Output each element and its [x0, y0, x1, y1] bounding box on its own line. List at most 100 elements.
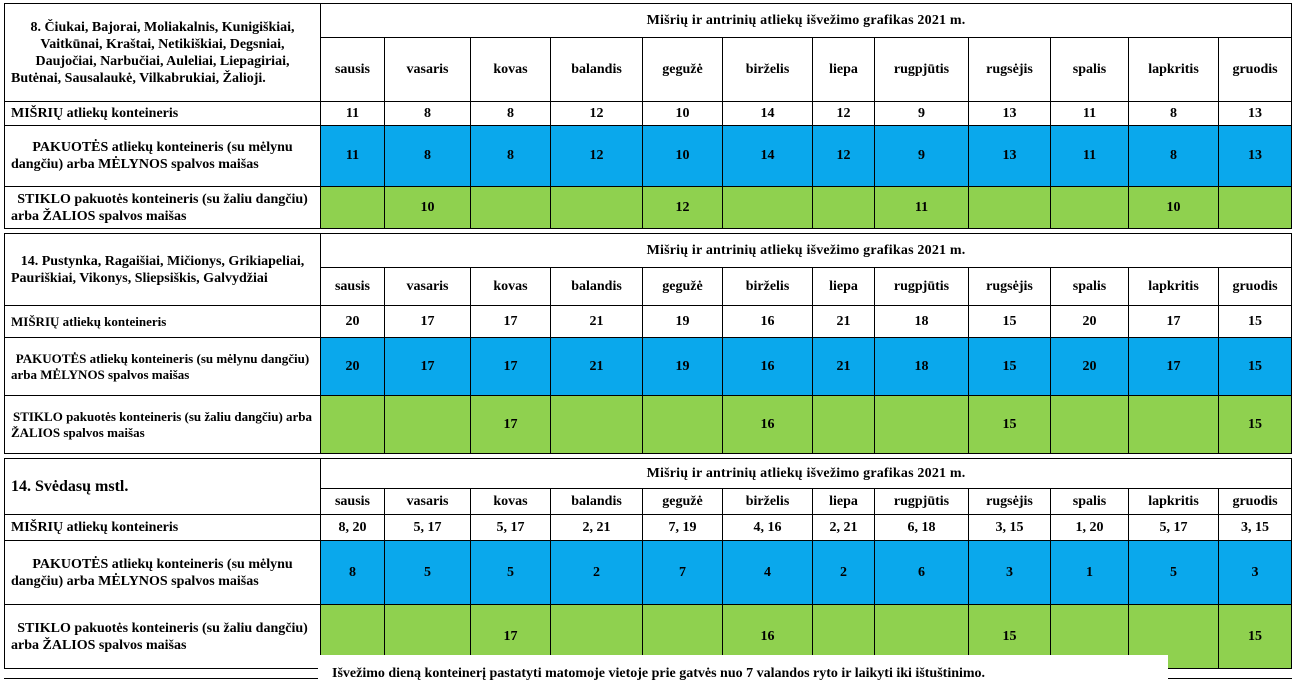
date-cell: 16 [722, 395, 813, 454]
date-cell: 3 [1217, 540, 1293, 605]
date-cell: 13 [1217, 125, 1293, 187]
month-header: rugpjūtis [874, 37, 969, 102]
month-header: gruodis [1217, 37, 1293, 102]
month-header: kovas [470, 267, 551, 306]
date-cell [1050, 395, 1129, 454]
mixed-row: MIŠRIŲ atliekų konteineris 20 17 17 21 1… [4, 305, 1293, 338]
date-cell: 10 [1128, 186, 1219, 229]
month-header: birželis [722, 267, 813, 306]
date-cell: 11 [874, 186, 969, 229]
date-cell: 6 [874, 540, 969, 605]
date-cell: 17 [470, 395, 551, 454]
date-cell: 4 [722, 540, 813, 605]
month-header: kovas [470, 488, 551, 515]
date-cell: 18 [874, 337, 969, 396]
month-header: vasaris [384, 37, 471, 102]
date-cell: 7, 19 [642, 514, 723, 541]
date-cell: 10 [642, 101, 723, 126]
month-header: gruodis [1217, 267, 1293, 306]
date-cell: 10 [642, 125, 723, 187]
date-cell [384, 395, 471, 454]
date-cell: 3, 15 [968, 514, 1051, 541]
date-cell [812, 186, 875, 229]
month-header: liepa [812, 267, 875, 306]
date-cell: 1, 20 [1050, 514, 1129, 541]
month-header: liepa [812, 37, 875, 102]
date-cell: 17 [470, 337, 551, 396]
schedule-title: Mišrių ir antrinių atliekų išvežimo graf… [319, 3, 1293, 38]
date-cell [642, 395, 723, 454]
date-cell: 12 [550, 101, 643, 126]
schedule-table-3: 14. Svėdasų mstl. Mišrių ir antrinių atl… [4, 458, 1293, 669]
date-cell: 17 [1128, 337, 1219, 396]
row-label: MIŠRIŲ atliekų konteineris [4, 101, 321, 126]
date-cell: 16 [722, 337, 813, 396]
month-header: rugpjūtis [874, 267, 969, 306]
date-cell: 20 [320, 337, 385, 396]
area-label: 14. Svėdasų mstl. [4, 458, 321, 515]
date-cell [470, 186, 551, 229]
date-cell [722, 186, 813, 229]
row-label: MIŠRIŲ atliekų konteineris [4, 305, 321, 338]
month-header: lapkritis [1128, 488, 1219, 515]
date-cell: 11 [1050, 101, 1129, 126]
date-cell: 11 [1050, 125, 1129, 187]
row-label: PAKUOTĖS atliekų konteineris (su mėlynu … [4, 125, 321, 187]
date-cell: 7 [642, 540, 723, 605]
date-cell: 12 [812, 101, 875, 126]
date-cell: 4, 16 [722, 514, 813, 541]
row-label: PAKUOTĖS atliekų konteineris (su mėlynu … [4, 540, 321, 605]
date-cell: 9 [874, 125, 969, 187]
date-cell: 20 [1050, 337, 1129, 396]
date-cell: 5 [470, 540, 551, 605]
date-cell: 15 [1217, 604, 1293, 669]
month-header: lapkritis [1128, 37, 1219, 102]
date-cell [874, 395, 969, 454]
month-header: birželis [722, 37, 813, 102]
row-label: STIKLO pakuotės konteineris (su žaliu da… [4, 395, 321, 454]
date-cell: 19 [642, 337, 723, 396]
date-cell: 5 [384, 540, 471, 605]
date-cell: 13 [968, 125, 1051, 187]
month-header: spalis [1050, 267, 1129, 306]
date-cell: 15 [1217, 305, 1293, 338]
date-cell: 20 [320, 305, 385, 338]
area-label: 8. Čiukai, Bajorai, Moliakalnis, Kunigiš… [4, 3, 321, 102]
date-cell: 15 [1217, 337, 1293, 396]
date-cell: 17 [470, 305, 551, 338]
date-cell [550, 186, 643, 229]
date-cell: 8 [470, 101, 551, 126]
month-header: vasaris [384, 488, 471, 515]
month-header: birželis [722, 488, 813, 515]
packaging-row: PAKUOTĖS atliekų konteineris (su mėlynu … [4, 337, 1293, 396]
date-cell: 13 [1217, 101, 1293, 126]
month-header: balandis [550, 488, 643, 515]
date-cell: 5, 17 [470, 514, 551, 541]
date-cell: 18 [874, 305, 969, 338]
date-cell: 17 [1128, 305, 1219, 338]
month-header: lapkritis [1128, 267, 1219, 306]
date-cell: 8 [1128, 125, 1219, 187]
row-label: MIŠRIŲ atliekų konteineris [4, 514, 321, 541]
month-header: rugpjūtis [874, 488, 969, 515]
date-cell: 5, 17 [384, 514, 471, 541]
date-cell [320, 186, 385, 229]
date-cell: 8, 20 [320, 514, 385, 541]
date-cell: 2, 21 [812, 514, 875, 541]
schedule-table-1: 8. Čiukai, Bajorai, Moliakalnis, Kunigiš… [4, 3, 1293, 229]
date-cell [1128, 604, 1219, 669]
date-cell: 21 [550, 305, 643, 338]
date-cell: 2 [812, 540, 875, 605]
month-header: gegužė [642, 267, 723, 306]
date-cell [1128, 395, 1219, 454]
date-cell: 8 [384, 101, 471, 126]
date-cell [550, 395, 643, 454]
month-header: gruodis [1217, 488, 1293, 515]
mixed-row: MIŠRIŲ atliekų konteineris 11 8 8 12 10 … [4, 101, 1293, 126]
date-cell [1217, 186, 1293, 229]
date-cell: 21 [812, 337, 875, 396]
date-cell [1050, 186, 1129, 229]
date-cell: 21 [550, 337, 643, 396]
date-cell: 17 [384, 305, 471, 338]
month-header: balandis [550, 37, 643, 102]
